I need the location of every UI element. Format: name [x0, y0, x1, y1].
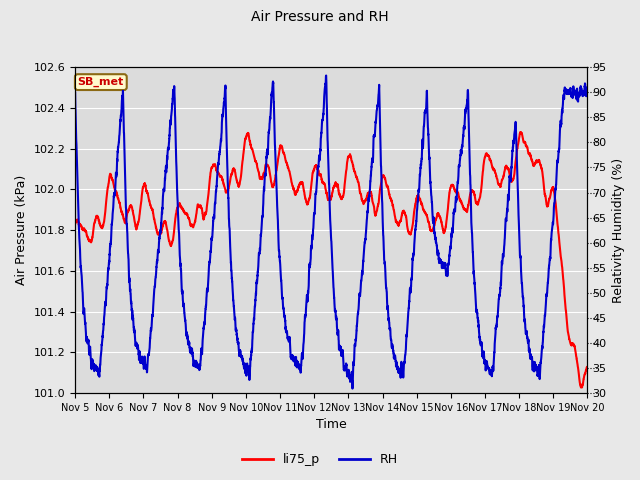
- li75_p: [446, 188, 454, 194]
- RH: [349, 386, 356, 392]
- li75_p: [475, 197, 483, 203]
- RH: [312, 190, 319, 196]
- RH: [446, 247, 454, 252]
- li75_p: [417, 200, 425, 205]
- Line: RH: RH: [75, 75, 588, 389]
- RH: [323, 72, 330, 78]
- RH: [583, 84, 591, 90]
- RH: [71, 90, 79, 96]
- RH: [584, 91, 591, 96]
- li75_p: [163, 227, 171, 233]
- Y-axis label: Relativity Humidity (%): Relativity Humidity (%): [612, 157, 625, 303]
- li75_p: [584, 364, 591, 370]
- Y-axis label: Air Pressure (kPa): Air Pressure (kPa): [15, 175, 28, 285]
- RH: [163, 157, 171, 163]
- li75_p: [583, 364, 591, 370]
- Text: SB_met: SB_met: [77, 77, 124, 87]
- Text: Air Pressure and RH: Air Pressure and RH: [251, 10, 389, 24]
- li75_p: [517, 129, 525, 135]
- X-axis label: Time: Time: [316, 419, 347, 432]
- Line: li75_p: li75_p: [75, 132, 588, 387]
- RH: [418, 156, 426, 161]
- li75_p: [71, 221, 79, 227]
- RH: [476, 329, 483, 335]
- li75_p: [312, 163, 319, 169]
- li75_p: [577, 384, 585, 390]
- Legend: li75_p, RH: li75_p, RH: [237, 448, 403, 471]
